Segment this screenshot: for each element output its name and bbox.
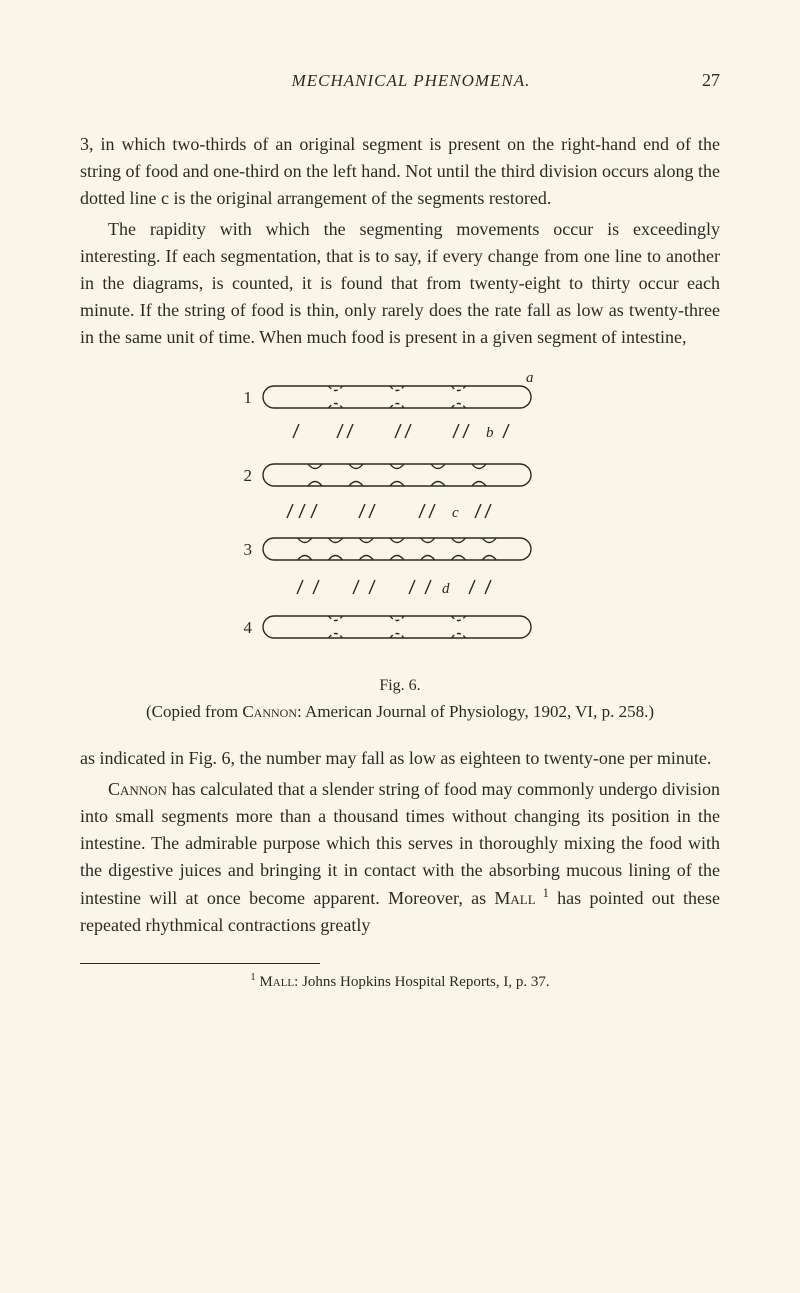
paragraph-2: The rapidity with which the segmenting m…: [80, 216, 720, 351]
footnote: 1 Mall: Johns Hopkins Hospital Reports, …: [80, 972, 720, 991]
svg-text:4: 4: [244, 618, 253, 637]
svg-text:c: c: [452, 505, 459, 521]
p4-name2: Mall: [494, 888, 535, 908]
caption-author: Cannon: [242, 702, 297, 721]
svg-text:b: b: [486, 425, 494, 441]
footnote-name: Mall: [256, 974, 294, 990]
svg-text:1: 1: [244, 388, 253, 407]
footnote-rest: : Johns Hopkins Hospital Reports, I, p. …: [294, 974, 549, 990]
paragraph-4: Cannon has calculated that a slender str…: [80, 776, 720, 939]
p4-sup: 1: [536, 886, 549, 900]
svg-text:d: d: [442, 581, 450, 597]
paragraph-3: as indicated in Fig. 6, the number may f…: [80, 745, 720, 772]
svg-text:2: 2: [244, 466, 253, 485]
svg-text:3: 3: [244, 540, 253, 559]
figure-caption: (Copied from Cannon: American Journal of…: [80, 699, 720, 725]
paragraph-1: 3, in which two-thirds of an original se…: [80, 131, 720, 212]
figure-6-diagram: 1 2 3 4 a b c d: [200, 371, 600, 671]
body-text: 3, in which two-thirds of an original se…: [80, 131, 720, 351]
svg-text:a: a: [526, 371, 534, 386]
running-title: MECHANICAL PHENOMENA.: [120, 71, 702, 91]
p4-name: Cannon: [108, 779, 167, 799]
footnote-rule: [80, 963, 320, 964]
figure-block: 1 2 3 4 a b c d Fig. 6. (Copied from Cannon: Am…: [80, 371, 720, 725]
body-text-2: as indicated in Fig. 6, the number may f…: [80, 745, 720, 939]
page-number: 27: [702, 70, 720, 91]
page-header: MECHANICAL PHENOMENA. 27: [80, 70, 720, 91]
caption-post: : American Journal of Physiology, 1902, …: [297, 702, 654, 721]
figure-label: Fig. 6.: [80, 677, 720, 695]
caption-pre: (Copied from: [146, 702, 242, 721]
